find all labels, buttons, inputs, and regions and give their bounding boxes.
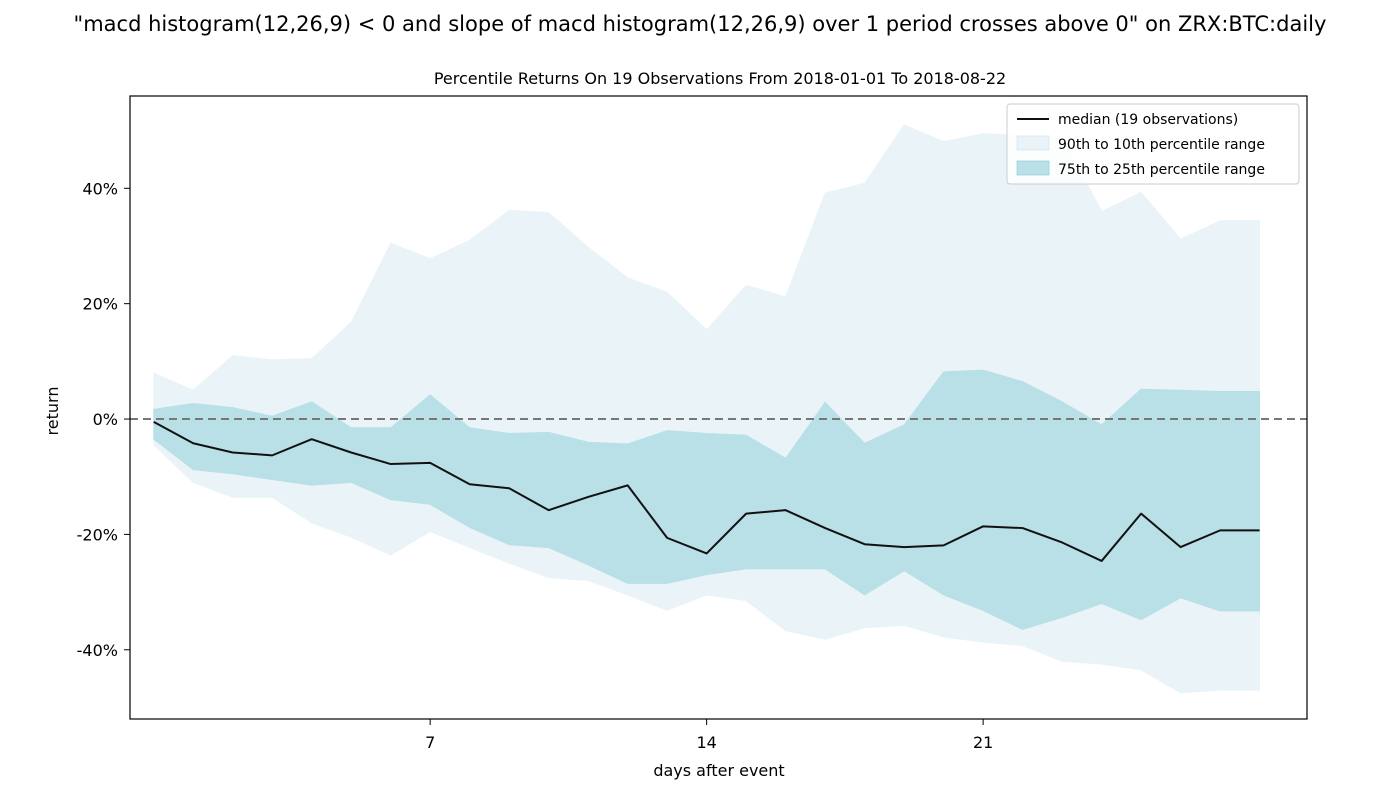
y-tick-label: -20% — [77, 525, 118, 544]
y-axis-ticks: -40% -20% 0% 20% 40% — [77, 179, 130, 660]
legend-label-90-10: 90th to 10th percentile range — [1058, 137, 1265, 153]
legend: median (19 observations) 90th to 10th pe… — [1006, 103, 1300, 185]
figure-suptitle: "macd histogram(12,26,9) < 0 and slope o… — [73, 12, 1327, 36]
legend-swatch-90-10 — [1016, 135, 1050, 151]
legend-box — [1006, 103, 1300, 185]
x-tick-label: 14 — [696, 733, 716, 752]
x-tick-label: 21 — [973, 733, 993, 752]
x-axis-label: days after event — [653, 761, 784, 780]
y-tick-label: -40% — [77, 641, 118, 660]
legend-swatch-75-25 — [1016, 160, 1050, 176]
bands-layer — [153, 124, 1261, 694]
legend-label-75-25: 75th to 25th percentile range — [1058, 162, 1265, 178]
y-tick-label: 20% — [82, 295, 118, 314]
legend-label-median: median (19 observations) — [1058, 112, 1238, 128]
y-tick-label: 40% — [82, 179, 118, 198]
y-axis-label: return — [43, 387, 62, 436]
median-series-line — [153, 421, 1260, 562]
x-axis-ticks: 7 14 21 — [425, 719, 993, 752]
band-75-25 — [153, 369, 1261, 631]
plot-frame — [129, 95, 1308, 720]
x-tick-label: 7 — [425, 733, 435, 752]
plot-title: Percentile Returns On 19 Observations Fr… — [434, 69, 1006, 88]
y-tick-label: 0% — [93, 410, 118, 429]
